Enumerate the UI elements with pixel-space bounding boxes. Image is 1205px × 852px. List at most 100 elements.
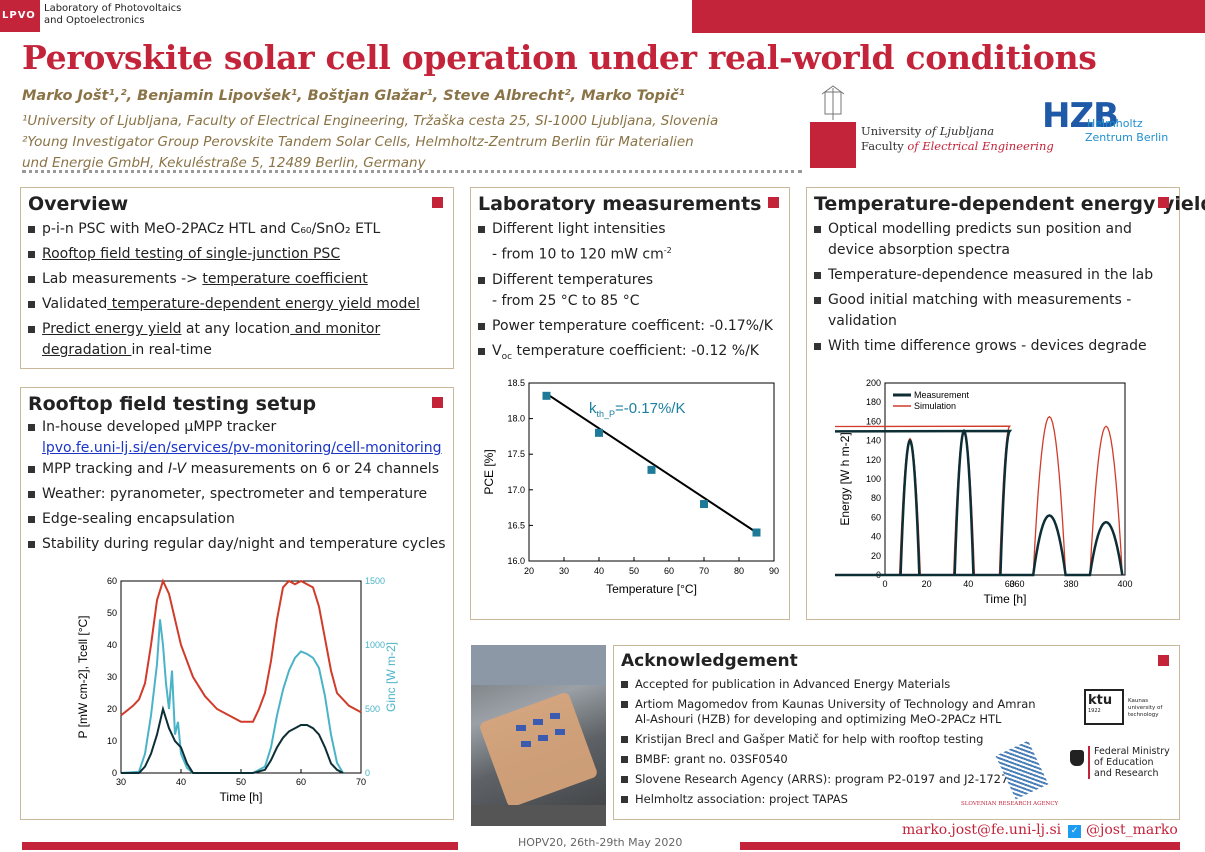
- pce-data-point: [752, 528, 761, 537]
- ktu-year: 1922: [1088, 708, 1101, 714]
- uni-line2-b: of Electrical Engineering: [907, 139, 1054, 153]
- overview-item-4-b: temperature-dependent energy yield model: [107, 296, 420, 312]
- hzb-subtitle: Helmholtz Zentrum Berlin: [1085, 117, 1168, 145]
- energy-legend-simulation: Simulation: [914, 401, 956, 411]
- energy-x-tick-label: 60: [1005, 579, 1015, 589]
- rooftop-y2-label: Ginc [W m-2]: [384, 642, 398, 712]
- lab-item-4-sub: oc: [501, 351, 513, 362]
- rooftop-y-tick-label: 60: [107, 576, 117, 586]
- rooftop-y2-tick-label: 1500: [365, 576, 385, 586]
- pce-y-tick-label: 16.5: [507, 520, 525, 530]
- university-logo: [810, 82, 856, 168]
- overview-item-5-c: and monitor: [290, 321, 381, 337]
- overview-item-1: p-i-n PSC with MeO-2PACz HTL and C₆₀/SnO…: [28, 219, 447, 240]
- rooftop-series-ginc: [120, 619, 344, 774]
- pce-x-tick-label: 20: [524, 566, 534, 576]
- affiliation-2: ²Young Investigator Group Perovskite Tan…: [22, 134, 694, 150]
- lab-name-line-1: Laboratory of Photovoltaics: [44, 3, 182, 14]
- pce-data-point: [700, 500, 708, 509]
- poster-title: Perovskite solar cell operation under re…: [22, 38, 1097, 77]
- rooftop-item-2-c: measurements on 6 or 24 channels: [186, 461, 439, 477]
- energy-y-tick-label: 160: [866, 416, 881, 426]
- rooftop-item-2-b: I-V: [167, 461, 187, 477]
- rooftop-plot-frame: [120, 580, 362, 774]
- pce-y-label: PCE [%]: [482, 449, 496, 494]
- overview-title: Overview: [28, 193, 129, 215]
- rooftop-y-tick-label: 40: [107, 640, 117, 650]
- pce-y-tick-label: 18.5: [507, 378, 525, 388]
- energy-y-tick-label: 180: [866, 397, 881, 407]
- rooftop-y2-tick-label: 0: [365, 768, 370, 778]
- affiliation-1: ¹University of Ljubljana, Faculty of Ele…: [22, 113, 719, 129]
- rooftop-item-2-a: MPP tracking and: [42, 461, 168, 477]
- bmbf-line-2: of Education: [1094, 757, 1154, 768]
- energy-panel: Temperature-dependent energy yield Optic…: [806, 187, 1205, 620]
- pce-x-label: Temperature [°C]: [606, 582, 697, 596]
- ack-marker: [1158, 655, 1169, 666]
- overview-item-5-d: degradation: [42, 342, 132, 358]
- overview-item-5: Predict energy yield at any location and…: [28, 319, 447, 361]
- rooftop-y2-tick-label: 1000: [365, 640, 385, 650]
- overview-item-5-a: Predict energy yield: [42, 321, 182, 337]
- energy-y-label: Energy [W h m-2]: [838, 432, 852, 525]
- hzb-sub-1: Helmholtz: [1087, 117, 1143, 130]
- lab-panel: Laboratory measurements Different light …: [470, 187, 790, 620]
- energy-y-tick-label: 140: [866, 436, 881, 446]
- pce-fit-line: [545, 392, 758, 534]
- energy-y-tick-label: 60: [871, 512, 881, 522]
- rooftop-y-label: P [mW cm-2], Tcell [°C]: [76, 615, 90, 738]
- pce-chart: 20 30 40 50 60 70 80 90 16.0 16.5 17.0 17.5 18.0 18.5…: [482, 378, 779, 596]
- lpvo-logo-text: LPVO: [2, 10, 36, 21]
- authors: Marko Jošt¹,², Benjamin Lipovšek¹, Boštj…: [22, 88, 685, 104]
- energy-y-tick-label: 40: [871, 532, 881, 542]
- ack-title: Acknowledgement: [621, 651, 798, 671]
- energy-y-tick-label: 100: [866, 474, 881, 484]
- pce-x-tick-label: 40: [594, 566, 604, 576]
- uni-line1-b: of Ljubljana: [924, 124, 995, 138]
- pce-x-tick-label: 50: [629, 566, 639, 576]
- overview-panel: Overview p-i-n PSC with MeO-2PACz HTL an…: [20, 187, 454, 369]
- monitoring-link[interactable]: lpvo.fe.uni-lj.si/en/services/pv-monitor…: [42, 440, 442, 456]
- rooftop-x-tick-label: 70: [356, 777, 366, 787]
- hzb-logo: HZB: [1042, 96, 1119, 136]
- energy-x-tick-label: 20: [922, 579, 932, 589]
- overview-item-4-a: Validated: [42, 296, 108, 312]
- bmbf-logo: Federal Ministry of Education and Resear…: [1088, 746, 1170, 779]
- pce-y-tick-label: 18.0: [507, 414, 525, 424]
- energy-item-1: Optical modelling predicts sun position …: [814, 219, 1169, 261]
- rooftop-x-tick-label: 30: [116, 777, 126, 787]
- pce-y-tick-label: 17.0: [507, 485, 525, 495]
- university-name: University of Ljubljana Faculty of Elect…: [861, 124, 1054, 154]
- email-link[interactable]: marko.jost@fe.uni-lj.si: [902, 822, 1062, 838]
- ack-item-2: Artiom Magomedov from Kaunas University …: [621, 697, 1038, 727]
- rooftop-panel: Rooftop field testing setup In-house dev…: [20, 387, 454, 820]
- ack-item-3: Kristijan Brecl and Gašper Matič for hel…: [621, 732, 1038, 747]
- uni-line1-a: University: [861, 124, 925, 138]
- top-right-bar: [692, 0, 1205, 33]
- overview-item-5-b: at any location: [181, 321, 291, 337]
- lab-name-line-2: and Optoelectronics: [44, 15, 145, 26]
- pce-annotation: kth_P=-0.17%/K: [589, 400, 685, 419]
- device-photo: [471, 645, 606, 826]
- ack-item-5: Slovene Research Agency (ARRS): program …: [621, 772, 1038, 787]
- energy-series-measurement: [835, 428, 1124, 577]
- pce-data-point: [647, 465, 656, 474]
- twitter-handle[interactable]: @jost_marko: [1086, 822, 1178, 838]
- lab-marker: [768, 197, 779, 208]
- conference-label: HOPV20, 26th-29th May 2020: [518, 836, 683, 849]
- pce-plot-frame: [528, 382, 775, 562]
- energy-marker: [1158, 197, 1169, 208]
- ack-item-4: BMBF: grant no. 03SF0540: [621, 752, 1038, 767]
- rooftop-y2-tick-label: 500: [365, 704, 380, 714]
- energy-x-tick-label: 360: [1009, 579, 1024, 589]
- overview-item-3-b: temperature coefficient: [202, 271, 368, 287]
- energy-item-3: Good initial matching with measurements …: [814, 290, 1169, 332]
- lab-item-2-b: - from 25 °C to 85 °C: [492, 292, 640, 309]
- rooftop-y-tick-label: 50: [107, 608, 117, 618]
- divider-dots: [22, 170, 802, 173]
- rooftop-item-2: MPP tracking and I-V measurements on 6 o…: [28, 459, 447, 480]
- rooftop-item-4: Edge-sealing encapsulation: [28, 509, 447, 530]
- energy-y-tick-label: 200: [866, 378, 881, 388]
- rooftop-series-p: [121, 705, 344, 774]
- energy-legend-measurement: Measurement: [914, 390, 970, 400]
